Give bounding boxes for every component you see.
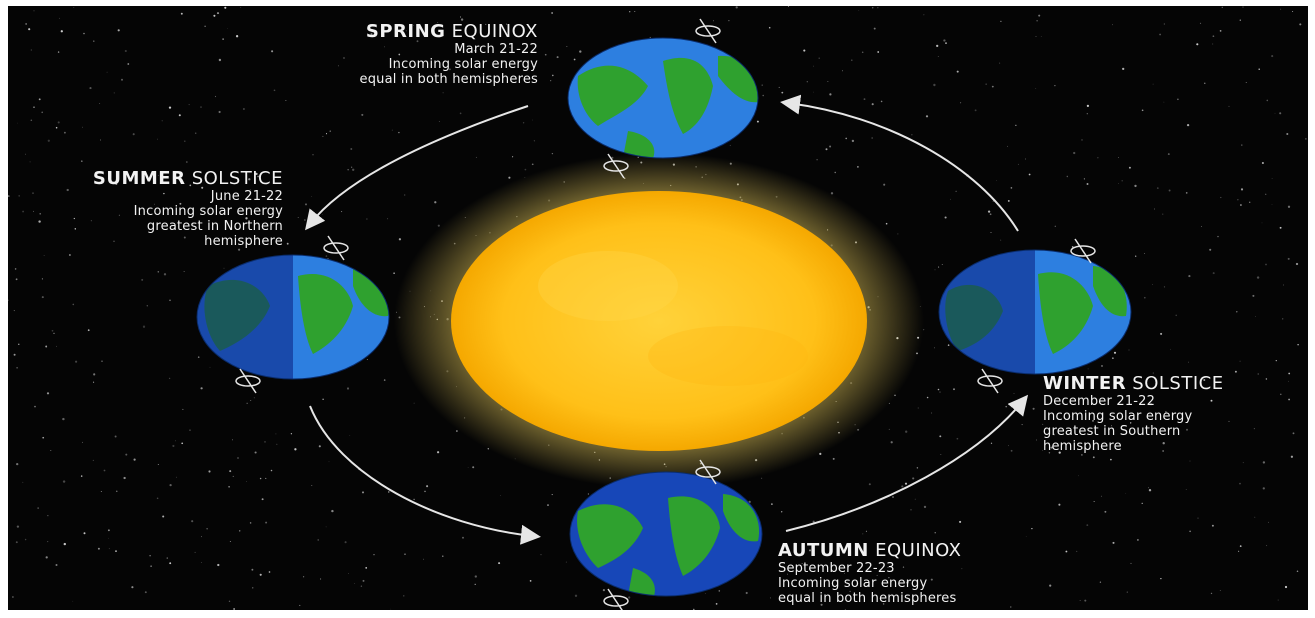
diagram-canvas — [8, 6, 1307, 610]
summer-date: June 21-22 — [210, 189, 283, 204]
winter-label: WINTER SOLSTICE December 21-22 Incoming … — [1043, 373, 1224, 455]
autumn-heading: AUTUMN EQUINOX — [778, 540, 962, 561]
rotation-icon — [323, 235, 349, 261]
summer-line1: Incoming solar energy — [133, 204, 283, 219]
arrow-spring-to-summer — [305, 105, 529, 231]
autumn-date: September 22-23 — [778, 561, 895, 576]
spring-line1: Incoming solar energy — [388, 57, 538, 72]
winter-line3: hemisphere — [1043, 439, 1122, 454]
summer-heading: SUMMER SOLSTICE — [92, 168, 283, 189]
spring-date: March 21-22 — [454, 42, 538, 57]
arrow-summer-to-autumn — [309, 405, 541, 545]
spring-label: SPRING EQUINOX March 21-22 Incoming sola… — [359, 21, 538, 88]
seasons-diagram: SPRING EQUINOX March 21-22 Incoming sola… — [8, 6, 1308, 610]
arrow-winter-to-spring — [780, 94, 1019, 232]
rotation-icons — [235, 18, 1096, 610]
rotation-icon — [235, 368, 261, 394]
spring-heading: SPRING EQUINOX — [365, 21, 538, 42]
summer-line2: greatest in Northern — [146, 219, 283, 234]
autumn-label: AUTUMN EQUINOX September 22-23 Incoming … — [778, 540, 962, 607]
rotation-icon — [977, 368, 1003, 394]
rotation-icon — [695, 459, 721, 485]
earth-spring — [567, 37, 759, 159]
winter-line2: greatest in Southern — [1043, 424, 1181, 439]
sun — [394, 153, 924, 489]
earth-autumn — [569, 471, 763, 597]
autumn-line2: equal in both hemispheres — [778, 591, 957, 606]
arrow-autumn-to-winter — [785, 394, 1029, 532]
winter-date: December 21-22 — [1043, 394, 1156, 409]
earth-summer — [196, 254, 390, 380]
earth-winter — [938, 249, 1132, 375]
orbit-arrows — [305, 94, 1029, 545]
spring-line2: equal in both hemispheres — [359, 72, 538, 87]
summer-label: SUMMER SOLSTICE June 21-22 Incoming sola… — [92, 168, 283, 250]
rotation-icon — [603, 588, 629, 610]
winter-line1: Incoming solar energy — [1043, 409, 1193, 424]
rotation-icon — [603, 153, 629, 179]
rotation-icon — [1070, 238, 1096, 264]
winter-heading: WINTER SOLSTICE — [1043, 373, 1224, 394]
summer-line3: hemisphere — [204, 234, 283, 249]
autumn-line1: Incoming solar energy — [778, 576, 928, 591]
rotation-icon — [695, 18, 721, 44]
